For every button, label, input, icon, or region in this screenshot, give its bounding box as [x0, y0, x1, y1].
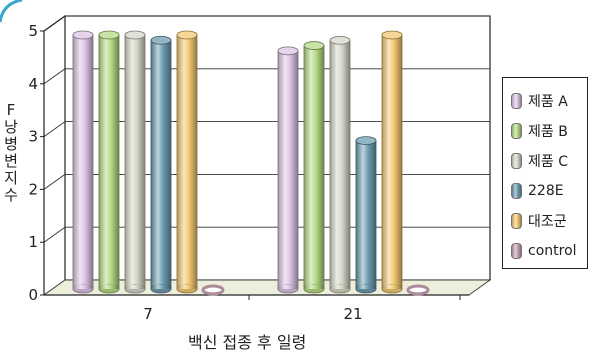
- y-tick-label: 1: [28, 233, 38, 251]
- legend-swatch: [511, 243, 522, 259]
- y-tick-label: 0: [28, 286, 38, 304]
- corner-arc: [0, 0, 23, 23]
- legend: 제품 A 제품 B 제품 C 228E 대조군 control: [502, 77, 588, 269]
- x-tick-label: 7: [143, 305, 153, 323]
- bar-control-21: [406, 284, 430, 296]
- legend-item: 대조군: [511, 206, 587, 236]
- grid-diagonal: [43, 68, 66, 85]
- x-axis-label: 백신 접종 후 일령: [188, 333, 307, 352]
- grid-diagonal: [43, 174, 66, 190]
- bar-제품 B-21: [303, 41, 325, 294]
- grid-diagonal: [43, 121, 66, 137]
- bar-control-7: [201, 284, 225, 296]
- x-tick-label: 21: [343, 305, 362, 323]
- bar-제품 B-7: [98, 30, 120, 294]
- y-axis-label: F낭 병변지수: [4, 101, 18, 204]
- bar-대조군-21: [381, 30, 403, 294]
- legend-label: 228E: [528, 183, 564, 199]
- legend-swatch: [511, 153, 522, 169]
- bar-제품 C-21: [329, 35, 351, 294]
- grid-diagonal: [43, 226, 66, 243]
- y-tick-label: 5: [28, 22, 38, 40]
- legend-swatch: [511, 93, 522, 109]
- legend-label: 제품 B: [528, 124, 568, 140]
- bar-대조군-7: [176, 30, 198, 294]
- legend-swatch: [511, 213, 522, 229]
- legend-item: control: [511, 236, 587, 266]
- legend-item: 228E: [511, 176, 587, 206]
- legend-label: 대조군: [528, 214, 567, 230]
- bar-제품 A-21: [277, 46, 299, 294]
- legend-item: 제품 B: [511, 116, 587, 146]
- legend-label: 제품 A: [528, 94, 568, 110]
- bar-228E-21: [355, 136, 377, 294]
- y-tick-label: 4: [28, 75, 38, 93]
- y-tick-label: 3: [28, 128, 38, 146]
- legend-swatch: [511, 183, 522, 199]
- y-tick-label: 2: [28, 180, 38, 198]
- legend-item: 제품 A: [511, 86, 587, 116]
- legend-label: control: [528, 243, 577, 259]
- legend-item: 제품 C: [511, 146, 587, 176]
- legend-swatch: [511, 123, 522, 139]
- bar-228E-7: [150, 35, 172, 294]
- bar-제품 C-7: [124, 30, 146, 294]
- legend-label: 제품 C: [528, 154, 568, 170]
- y-axis-top-edge: [43, 15, 66, 32]
- bar-제품 A-7: [72, 30, 94, 294]
